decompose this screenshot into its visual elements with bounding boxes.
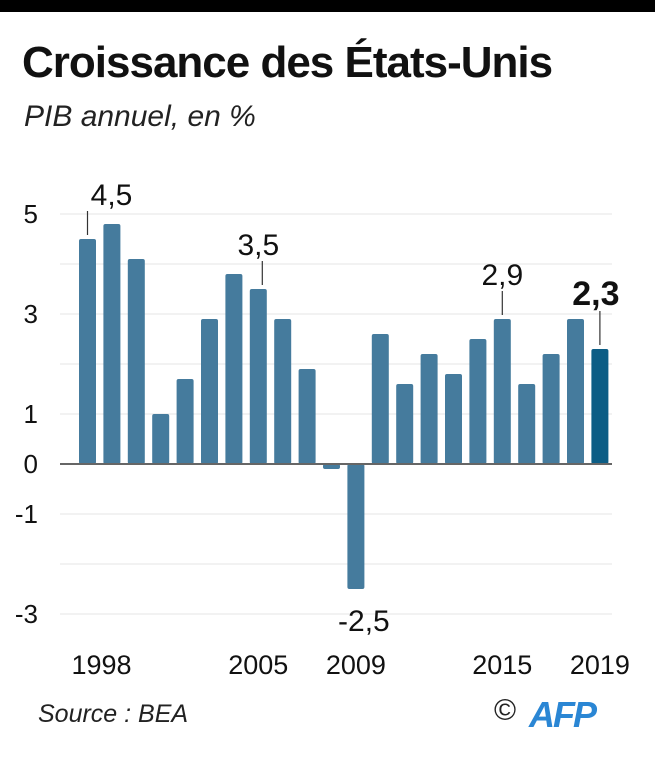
annotations: 4,5 3,5 -2,5 2,9 2,3 <box>86 179 620 638</box>
y-axis-ticks: 5 3 1 0 -1 -3 <box>15 199 38 629</box>
chart-title: Croissance des États-Unis <box>22 38 553 87</box>
bar-2015 <box>493 319 511 464</box>
bar-2006 <box>274 319 292 464</box>
bar-2008 <box>323 464 340 469</box>
bar-2014 <box>469 339 487 464</box>
x-tick-label-1998: 1998 <box>71 650 131 680</box>
annotation-label-1998: 4,5 <box>91 179 133 212</box>
bar-2010 <box>371 334 389 464</box>
annotation-label-2019: 2,3 <box>572 275 619 313</box>
bar-2017 <box>542 354 560 464</box>
y-tick-label: 3 <box>24 299 38 329</box>
x-tick-label-2019: 2019 <box>570 650 630 680</box>
bar-2011 <box>396 384 414 464</box>
y-tick-label: -3 <box>15 599 38 629</box>
bar-2009 <box>347 464 365 589</box>
bar-chart: 5 3 1 0 -1 -3 4,5 3,5 -2,5 2,9 2,3 1998 2005 2009 20… <box>15 179 630 680</box>
bar-2012 <box>420 354 438 464</box>
bar-1999 <box>103 224 121 464</box>
top-black-bar <box>0 0 655 12</box>
bar-1998 <box>79 239 96 464</box>
bar-2007 <box>298 369 316 464</box>
bar-2001 <box>152 414 170 464</box>
bar-2016 <box>518 384 536 464</box>
bar-2004 <box>225 274 243 464</box>
x-tick-label-2009: 2009 <box>326 650 386 680</box>
annotation-label-2005: 3,5 <box>237 229 279 262</box>
y-tick-label: -1 <box>15 499 38 529</box>
afp-logo: AFP <box>528 696 600 732</box>
bar-2013 <box>445 374 462 464</box>
y-tick-label: 5 <box>24 199 38 229</box>
y-tick-label: 0 <box>24 449 38 479</box>
bar-2005 <box>249 289 267 464</box>
bar-2002 <box>176 379 194 464</box>
bars <box>79 224 609 589</box>
x-tick-label-2015: 2015 <box>472 650 532 680</box>
bar-2000 <box>127 259 145 464</box>
bar-2018 <box>567 319 584 464</box>
afp-logo-text: AFP <box>528 696 598 732</box>
x-axis-ticks: 1998 2005 2009 2015 2019 <box>71 650 629 680</box>
bar-2019 <box>591 349 609 464</box>
y-tick-label: 1 <box>24 399 38 429</box>
copyright-icon: © <box>494 694 517 727</box>
bar-2003 <box>201 319 218 464</box>
x-tick-label-2005: 2005 <box>228 650 288 680</box>
chart-subtitle: PIB annuel, en % <box>24 100 256 133</box>
annotation-label-2015: 2,9 <box>481 259 523 292</box>
annotation-label-2009: -2,5 <box>338 605 390 638</box>
source-note: Source : BEA <box>38 700 189 728</box>
